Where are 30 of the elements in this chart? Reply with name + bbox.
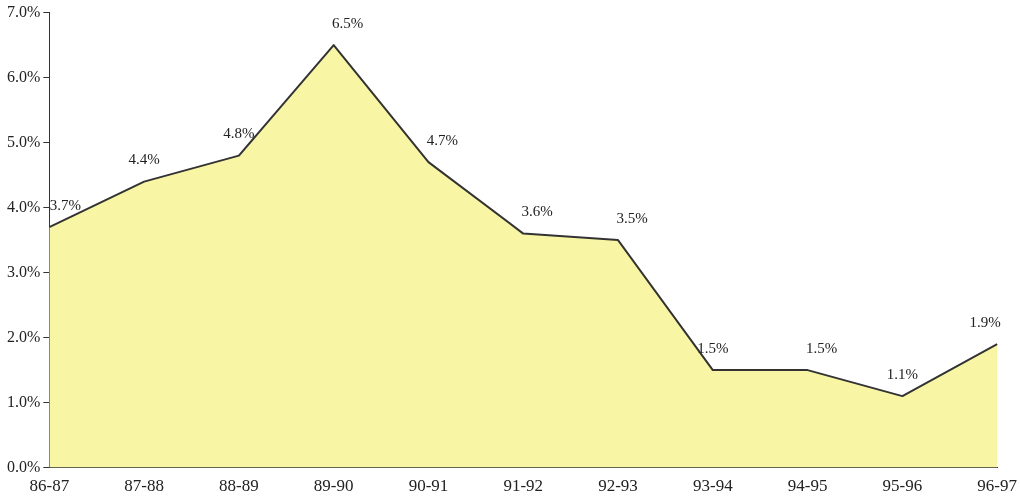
y-tick-label: 2.0% (7, 327, 41, 345)
data-label: 4.7% (426, 131, 459, 148)
x-tick-label: 88-89 (219, 476, 259, 496)
data-label: 1.5% (805, 339, 838, 356)
x-tick-label: 89-90 (313, 476, 354, 496)
x-tick-label: 96-97 (977, 476, 1018, 496)
y-tick-label: 3.0% (7, 262, 41, 280)
x-tick-label: 90-91 (408, 476, 449, 496)
x-tick-label: 91-92 (503, 476, 544, 496)
x-tick-label: 94-95 (787, 476, 828, 496)
x-tick-label: 86-87 (29, 476, 70, 496)
x-tick-label: 87-88 (124, 476, 164, 496)
data-label: 3.6% (521, 203, 553, 220)
data-label: 1.5% (697, 339, 729, 356)
y-tick-label: 5.0% (7, 132, 41, 150)
x-tick-label: 93-94 (692, 476, 734, 496)
data-label: 3.5% (616, 209, 648, 226)
x-tick-label: 92-93 (598, 476, 638, 496)
y-tick-label: 4.0% (7, 197, 41, 215)
y-tick-label: 1.0% (7, 392, 41, 410)
data-label: 4.4% (128, 151, 160, 168)
data-label: 1.1% (886, 365, 919, 382)
data-label: 6.5% (332, 14, 364, 31)
y-tick-label: 6.0% (7, 67, 41, 85)
data-label: 3.7% (49, 196, 81, 213)
y-tick-label: 7.0% (7, 2, 41, 20)
x-tick-label: 95-96 (882, 476, 923, 496)
y-tick-label: 0.0% (7, 457, 41, 475)
data-label: 4.8% (223, 125, 255, 142)
data-label: 1.9% (969, 313, 1001, 330)
